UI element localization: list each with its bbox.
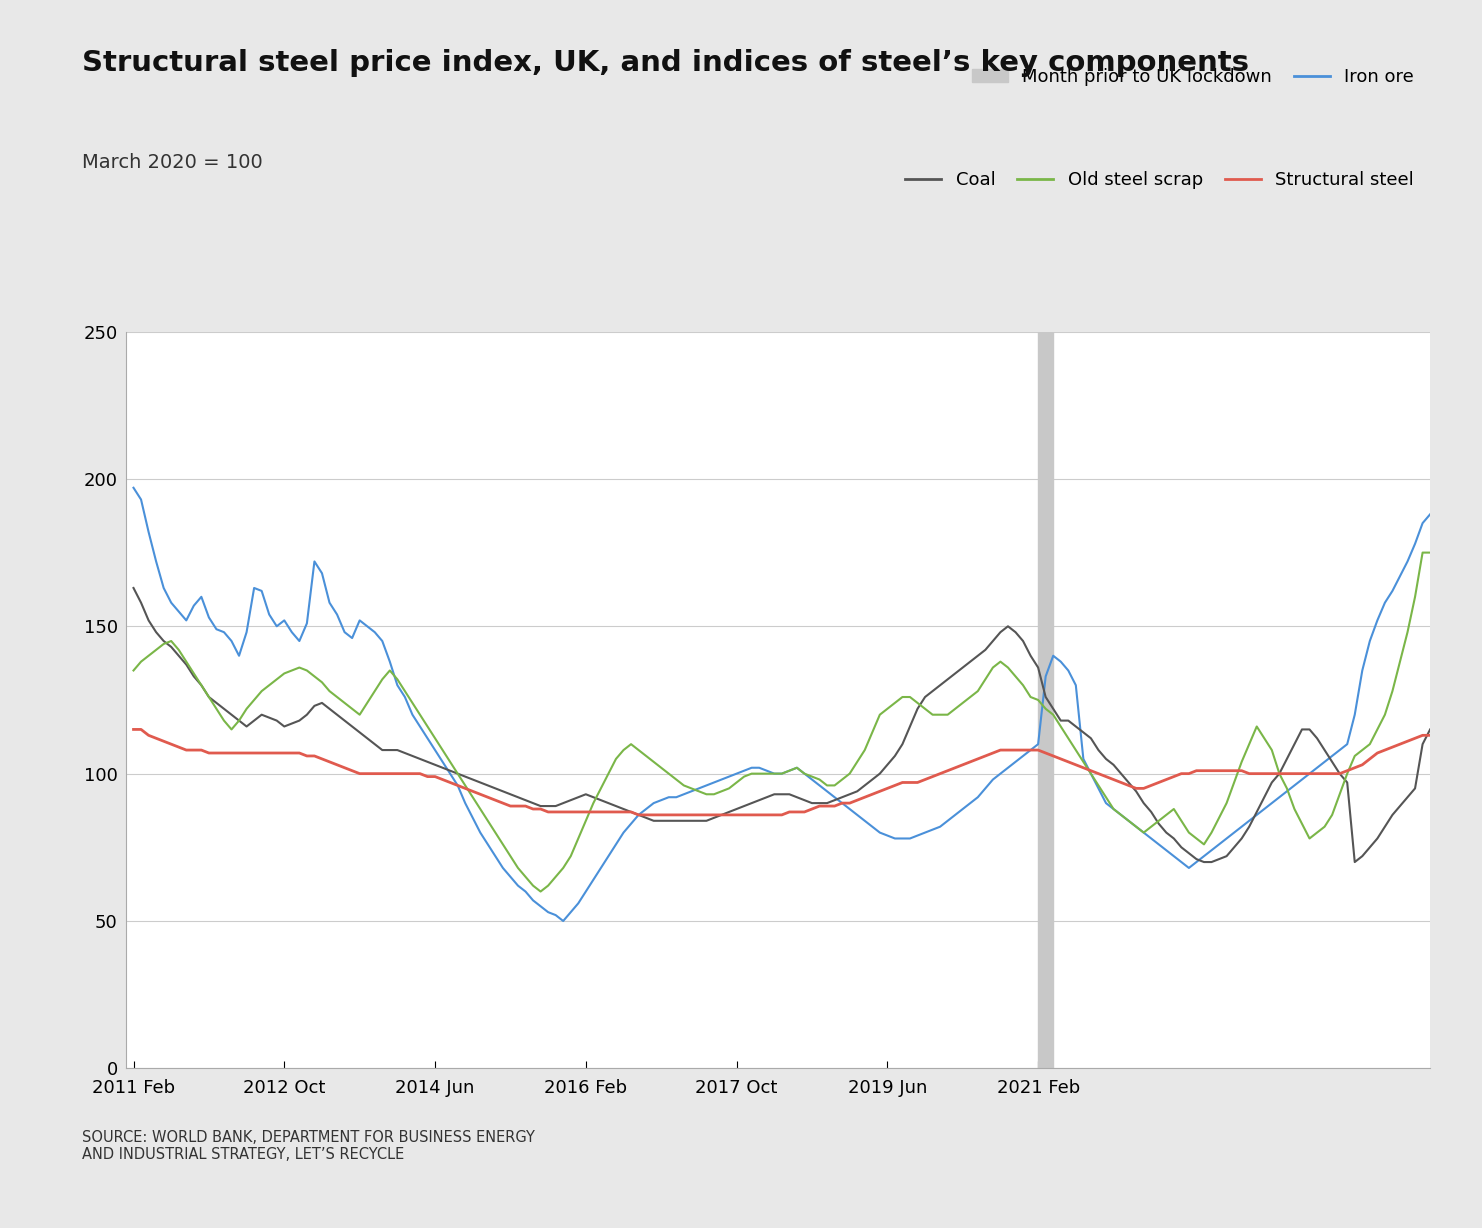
Text: SOURCE: WORLD BANK, DEPARTMENT FOR BUSINESS ENERGY
AND INDUSTRIAL STRATEGY, LET’: SOURCE: WORLD BANK, DEPARTMENT FOR BUSIN… xyxy=(82,1130,535,1162)
Text: Structural steel price index, UK, and indices of steel’s key components: Structural steel price index, UK, and in… xyxy=(82,49,1248,77)
Bar xyxy=(1037,332,1054,1068)
Legend: Coal, Old steel scrap, Structural steel: Coal, Old steel scrap, Structural steel xyxy=(898,163,1421,196)
Text: March 2020 = 100: March 2020 = 100 xyxy=(82,154,262,172)
